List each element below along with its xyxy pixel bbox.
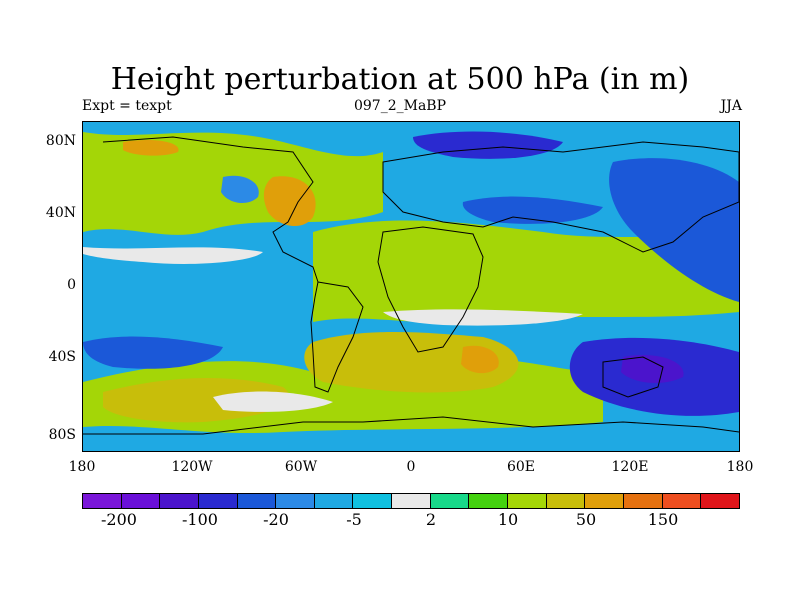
coast-africa [377,226,484,353]
run-label: 097_2_MaBP [353,98,447,114]
field-tropics-green [313,220,739,324]
colorbar-swatch [160,494,199,508]
lon-tick-180e: 180 [726,459,754,475]
colorbar-label-10: 10 [497,510,519,529]
colorbar-label-n200: -200 [101,510,137,529]
colorbar-swatch [546,494,586,508]
lat-tick-0: 0 [67,277,76,293]
experiment-label: Expt = texpt [82,98,172,114]
season-label: JJA [720,98,742,114]
low-pacific [221,175,259,204]
lat-tick-40s: 40S [48,349,76,365]
coast-north-america [102,136,319,283]
lon-tick-120w: 120W [171,459,213,475]
low-north-2 [462,196,603,224]
colorbar-swatch [469,494,509,508]
colorbar-swatch [237,494,277,508]
map-title: Height perturbation at 500 hPa (in m) [110,62,690,97]
colorbar-swatch [701,494,739,508]
colorbar-swatch [198,494,238,508]
colorbar-swatch [623,494,663,508]
colorbar-label-150: 150 [647,510,679,529]
lat-tick-40n: 40N [45,205,76,221]
colorbar-label-50: 50 [575,510,597,529]
neutral-band-3 [213,391,333,412]
field-orange-1 [263,176,316,227]
colorbar-label-n20: -20 [263,510,289,529]
coast-eurasia [382,141,739,253]
colorbar-swatch [314,494,354,508]
colorbar-swatch [121,494,161,508]
lon-tick-120e: 120E [611,459,649,475]
lon-tick-0: 0 [406,459,416,475]
colorbar-swatch [392,494,431,508]
field-orange-2 [461,345,499,374]
lon-tick-60e: 60E [506,459,536,475]
neutral-band-2 [383,309,583,326]
colorbar-swatch [276,494,315,508]
map-plot-area [82,121,740,452]
coast-australia [602,356,664,398]
colorbar-label-n100: -100 [182,510,218,529]
colorbar-swatch [508,494,547,508]
lat-tick-80n: 80N [45,133,76,149]
colorbar-swatch [585,494,624,508]
contour-map [83,122,739,451]
colorbar [82,493,740,509]
low-east [609,158,739,302]
lat-tick-80s: 80S [48,427,76,443]
colorbar-swatch [83,494,122,508]
colorbar-swatch [353,494,393,508]
colorbar-label-2: 2 [425,510,437,529]
coast-antarctica [83,416,739,435]
low-west-south [83,336,223,369]
low-south-core [621,354,684,384]
colorbar-label-n5: -5 [346,510,362,529]
lon-tick-180w: 180 [68,459,96,475]
lon-tick-60w: 60W [284,459,318,475]
coast-south-america [310,281,364,393]
field-orange-3 [123,140,179,156]
low-north-1 [413,131,563,159]
neutral-band-1 [83,247,263,264]
colorbar-swatch [662,494,702,508]
colorbar-swatch [430,494,470,508]
